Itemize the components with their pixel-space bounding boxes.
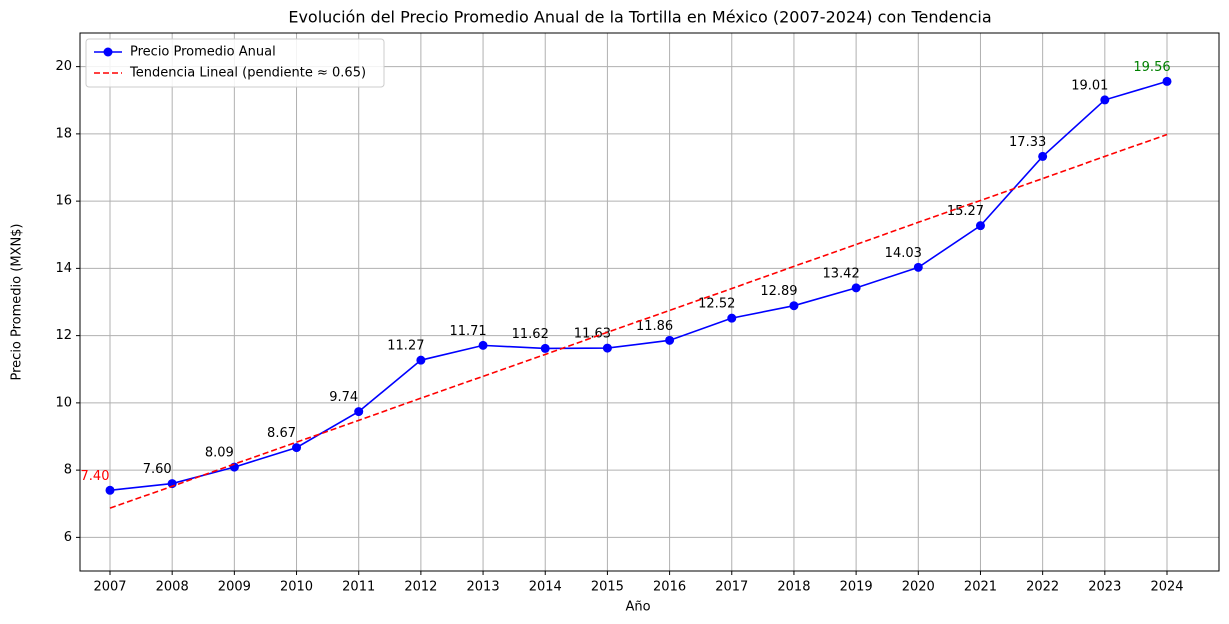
data-label: 8.09 xyxy=(205,446,234,461)
legend: Precio Promedio Anual Tendencia Lineal (p… xyxy=(85,38,385,88)
x-axis-label: Año xyxy=(625,600,650,615)
data-point xyxy=(354,407,364,417)
data-label: 13.42 xyxy=(823,266,860,281)
y-tick-label: 10 xyxy=(55,395,72,410)
x-tick-label: 2014 xyxy=(529,580,562,595)
data-label: 15.27 xyxy=(947,204,984,219)
y-axis-label: Precio Promedio (MXN$) xyxy=(10,223,25,380)
y-tick-label: 6 xyxy=(64,530,72,545)
data-label: 8.67 xyxy=(267,426,296,441)
data-label: 7.40 xyxy=(81,469,110,484)
x-tick-label: 2015 xyxy=(591,580,624,595)
data-point xyxy=(416,355,426,365)
data-point xyxy=(665,335,675,345)
data-label: 9.74 xyxy=(329,390,358,405)
x-tick-label: 2024 xyxy=(1150,580,1183,595)
data-point xyxy=(1162,76,1172,86)
data-label: 19.56 xyxy=(1133,60,1170,75)
data-point xyxy=(602,343,612,353)
series-line xyxy=(109,133,1168,509)
x-tick-label: 2023 xyxy=(1088,580,1121,595)
legend-label: Tendencia Lineal (pendiente ≈ 0.65) xyxy=(129,66,366,81)
data-label: 11.62 xyxy=(512,327,549,342)
data-point xyxy=(1038,151,1048,161)
data-label: 17.33 xyxy=(1009,135,1046,150)
data-label: 12.89 xyxy=(760,284,797,299)
data-point xyxy=(727,313,737,323)
data-point xyxy=(975,221,985,231)
data-label: 19.01 xyxy=(1071,78,1108,93)
x-tick-label: 2019 xyxy=(840,580,873,595)
y-tick-label: 12 xyxy=(55,328,72,343)
series-line xyxy=(109,80,1168,492)
data-point xyxy=(292,443,302,453)
x-tick-label: 2011 xyxy=(342,580,375,595)
x-tick-label: 2021 xyxy=(964,580,997,595)
data-label: 11.63 xyxy=(574,327,611,342)
data-point xyxy=(1100,95,1110,105)
x-tick-label: 2010 xyxy=(280,580,313,595)
x-tick-label: 2017 xyxy=(715,580,748,595)
x-tick-label: 2012 xyxy=(404,580,437,595)
data-point xyxy=(851,283,861,293)
data-point xyxy=(789,301,799,311)
legend-box xyxy=(85,38,385,88)
plot-frame xyxy=(79,32,1220,572)
data-point xyxy=(478,340,488,350)
x-tick-label: 2020 xyxy=(902,580,935,595)
chart-title: Evolución del Precio Promedio Anual de l… xyxy=(288,8,991,27)
x-tick-label: 2009 xyxy=(218,580,251,595)
data-point xyxy=(540,343,550,353)
data-label: 11.27 xyxy=(387,339,424,354)
y-tick-label: 8 xyxy=(64,463,72,478)
x-tick-label: 2013 xyxy=(467,580,500,595)
data-point xyxy=(105,485,115,495)
data-label: 7.60 xyxy=(143,462,172,477)
y-tick-label: 14 xyxy=(55,261,72,276)
y-tick-label: 18 xyxy=(55,126,72,141)
data-label: 14.03 xyxy=(885,246,922,261)
x-tick-label: 2007 xyxy=(93,580,126,595)
x-tick-label: 2022 xyxy=(1026,580,1059,595)
x-tick-label: 2008 xyxy=(156,580,189,595)
y-tick-label: 16 xyxy=(55,194,72,209)
data-label: 11.86 xyxy=(636,319,673,334)
data-label: 12.52 xyxy=(698,297,735,312)
x-tick-label: 2016 xyxy=(653,580,686,595)
legend-marker xyxy=(103,47,113,57)
legend-label: Precio Promedio Anual xyxy=(130,45,276,60)
x-tick-label: 2018 xyxy=(777,580,810,595)
data-label: 11.71 xyxy=(449,324,486,339)
data-point xyxy=(913,262,923,272)
y-tick-label: 20 xyxy=(55,59,72,74)
